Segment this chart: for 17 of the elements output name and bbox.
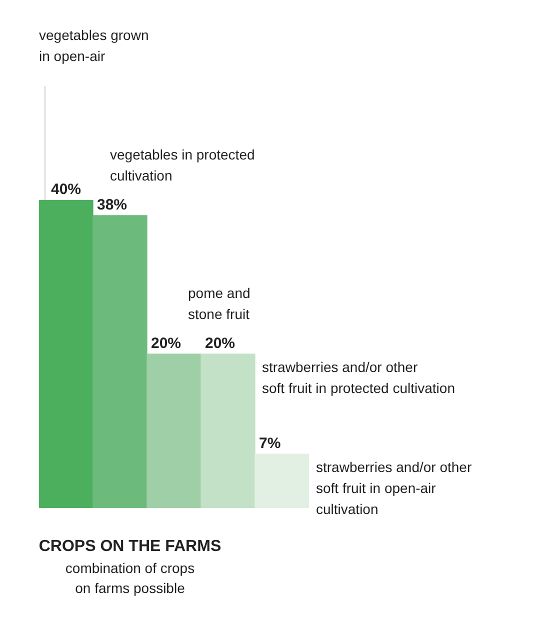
bar [92,215,148,508]
data-label: 20% [151,335,182,352]
data-label: 20% [205,335,236,352]
bar [254,454,309,508]
bar [39,200,94,508]
text: vegetables grown in open-air [39,27,149,64]
data-label: 40% [51,181,82,198]
text: strawberries and/or other soft fruit in open-air cultivation [316,459,472,518]
bar [200,354,256,508]
text: vegetables in protected cultivation [110,146,255,184]
annotation: strawberries and/or other soft fruit in protected cultivation [262,359,455,396]
text: combination of crops on farms possible [64,559,196,598]
annotation: pome and stone fruit [188,285,250,322]
data-label: 38% [97,196,128,214]
bar [146,354,202,508]
data-label: 7% [259,435,281,452]
text: CROPS ON THE FARMS [38,538,222,556]
